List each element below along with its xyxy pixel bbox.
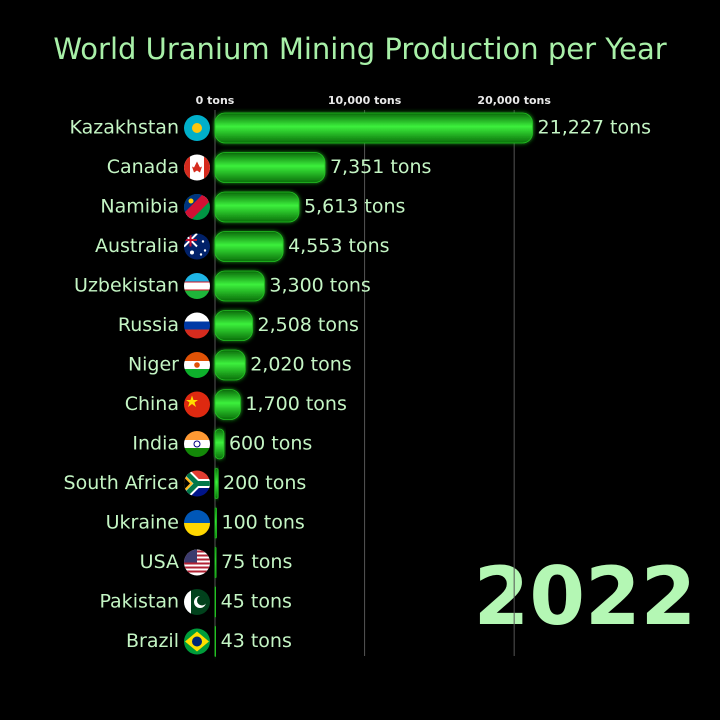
- bar: [214, 112, 533, 144]
- category-label: South Africa: [64, 472, 179, 494]
- bar: [214, 152, 326, 183]
- category-label: Uzbekistan: [74, 275, 179, 297]
- value-label: 43 tons: [221, 630, 292, 652]
- flag: [184, 352, 210, 378]
- value-label: 600 tons: [229, 433, 312, 455]
- x-tick-label: 0 tons: [196, 94, 235, 107]
- category-label: Russia: [118, 314, 179, 336]
- category-label: Canada: [107, 156, 179, 178]
- flag: [184, 233, 210, 260]
- value-label: 2,508 tons: [258, 314, 359, 336]
- flag: [184, 431, 210, 457]
- value-label: 100 tons: [221, 512, 304, 534]
- category-label: Australia: [95, 235, 179, 257]
- category-label: Namibia: [100, 196, 179, 218]
- value-label: 45 tons: [221, 591, 292, 613]
- flag: [184, 549, 210, 576]
- bar: [214, 389, 241, 420]
- bar: [214, 310, 253, 341]
- flags: [184, 115, 210, 655]
- value-label: 5,613 tons: [304, 196, 405, 218]
- chart-title: World Uranium Mining Production per Year: [53, 32, 666, 66]
- bar: [214, 349, 246, 381]
- bar: [214, 428, 225, 460]
- flag: [184, 115, 210, 141]
- flag: [184, 510, 210, 536]
- bar: [214, 547, 217, 578]
- category-label: Brazil: [126, 630, 179, 652]
- category-label: India: [132, 433, 179, 455]
- value-label: 21,227 tons: [538, 117, 652, 139]
- flag: [184, 589, 210, 615]
- value-label: 75 tons: [221, 551, 292, 573]
- bars: [214, 112, 533, 657]
- flag: [184, 194, 210, 220]
- flag: [184, 273, 210, 299]
- value-label: 2,020 tons: [250, 354, 351, 376]
- value-label: 3,300 tons: [269, 275, 370, 297]
- flag: [184, 391, 210, 418]
- value-label: 7,351 tons: [330, 156, 431, 178]
- flag: [184, 312, 210, 339]
- category-label: USA: [140, 551, 179, 573]
- category-label: Kazakhstan: [70, 117, 179, 139]
- value-label: 4,553 tons: [288, 235, 389, 257]
- category-label: Ukraine: [106, 512, 179, 534]
- bar: [214, 231, 284, 262]
- bar: [214, 270, 265, 302]
- category-label: Niger: [128, 354, 179, 376]
- value-label: 1,700 tons: [245, 393, 346, 415]
- category-label: China: [125, 393, 179, 415]
- bar: [214, 507, 217, 539]
- flag: [184, 154, 210, 181]
- bar: [214, 468, 219, 499]
- value-label: 200 tons: [223, 472, 306, 494]
- bar: [214, 191, 300, 223]
- category-label: Pakistan: [99, 591, 179, 613]
- flag: [184, 470, 210, 497]
- flag: [184, 628, 210, 655]
- bar: [214, 586, 217, 618]
- bar: [214, 626, 217, 657]
- year-label: 2022: [474, 550, 697, 643]
- x-tick-label: 10,000 tons: [328, 94, 402, 107]
- x-tick-label: 20,000 tons: [477, 94, 551, 107]
